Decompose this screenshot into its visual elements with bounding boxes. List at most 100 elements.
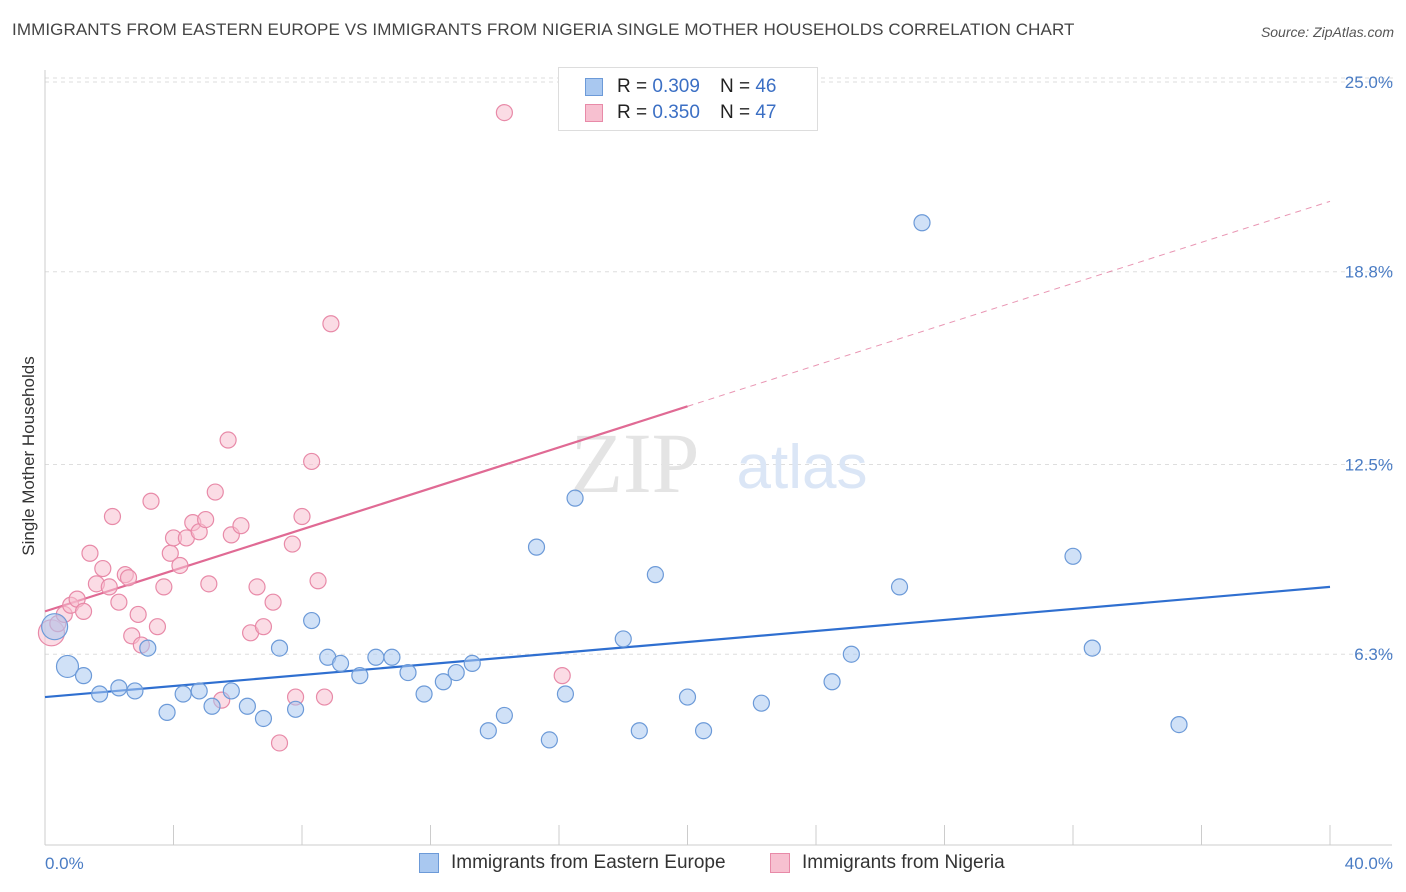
data-point <box>527 538 546 556</box>
data-point <box>110 593 128 611</box>
legend-item-nigeria: Immigrants from Nigeria <box>770 852 1005 874</box>
y-tick-label: 6.3% <box>1354 645 1393 664</box>
data-point <box>94 559 112 578</box>
data-point <box>752 694 770 712</box>
data-point <box>203 697 221 715</box>
data-point <box>399 663 417 682</box>
data-point <box>842 645 860 663</box>
n-value: 46 <box>755 76 777 97</box>
data-point <box>303 452 321 471</box>
data-point <box>890 578 909 596</box>
data-point <box>367 648 385 666</box>
data-point <box>100 578 118 596</box>
data-point <box>174 685 192 703</box>
r-value: 0.309 <box>652 76 700 97</box>
data-point <box>200 575 218 593</box>
data-point <box>270 734 289 752</box>
correlation-legend: R = 0.309 N = 46 R = 0.350 N = 47 <box>558 67 818 131</box>
x-tick-label: 40.0% <box>1345 854 1393 873</box>
data-point <box>55 654 80 679</box>
n-label: N = <box>719 76 751 97</box>
data-point <box>322 315 340 333</box>
legend-row-eastern-europe: R = 0.309 N = 46 <box>585 75 776 99</box>
data-point <box>479 722 497 740</box>
data-point <box>190 682 208 700</box>
data-point <box>293 507 311 526</box>
data-point <box>630 722 648 740</box>
data-point <box>155 578 173 596</box>
data-point <box>219 431 237 449</box>
data-point <box>286 700 305 718</box>
legend-swatch-blue <box>585 78 603 96</box>
trend-line-extension <box>687 200 1331 407</box>
data-point <box>74 602 93 620</box>
data-point <box>103 507 122 526</box>
data-point <box>148 618 167 636</box>
data-point <box>171 556 189 575</box>
data-point <box>566 489 584 507</box>
data-point <box>270 639 289 657</box>
grid-lines <box>45 77 1395 655</box>
r-label: R = <box>617 76 648 97</box>
data-point <box>248 578 266 596</box>
data-point <box>74 667 93 685</box>
data-point <box>222 682 240 700</box>
data-point <box>383 648 401 666</box>
data-point <box>495 103 513 122</box>
data-point <box>254 709 273 728</box>
data-point <box>913 214 931 232</box>
data-point <box>91 685 109 703</box>
data-point <box>206 483 224 501</box>
data-point <box>447 663 465 682</box>
series-legend: Immigrants from Eastern Europe Immigrant… <box>0 852 1406 878</box>
data-point <box>129 605 147 624</box>
x-tick-label: 0.0% <box>45 854 84 873</box>
legend-item-eastern-europe: Immigrants from Eastern Europe <box>419 852 726 874</box>
watermark-zip: ZIP <box>571 415 700 511</box>
axis-labels: 6.3% 12.5% 18.8% 25.0% 0.0% 40.0% <box>45 73 1393 873</box>
r-value: 0.350 <box>652 102 700 123</box>
data-point <box>139 639 157 657</box>
trend-line <box>44 405 688 613</box>
legend-swatch-blue <box>419 853 439 873</box>
data-point <box>463 654 481 673</box>
data-point <box>434 673 452 691</box>
legend-swatch-pink <box>770 853 790 873</box>
data-point <box>254 618 273 636</box>
y-axis-label: Single Mother Households <box>19 356 38 555</box>
legend-label: Immigrants from Nigeria <box>802 852 1005 873</box>
data-point <box>1083 639 1101 657</box>
data-point <box>351 667 369 685</box>
data-point <box>264 593 282 611</box>
data-point <box>415 685 433 703</box>
y-tick-label: 12.5% <box>1345 456 1393 475</box>
data-point <box>823 673 841 691</box>
n-label: N = <box>719 102 751 123</box>
data-point <box>126 682 144 700</box>
data-point <box>540 731 558 749</box>
chart-title: IMMIGRANTS FROM EASTERN EUROPE VS IMMIGR… <box>12 20 1075 39</box>
data-point <box>614 630 632 648</box>
data-point <box>309 572 327 590</box>
n-value: 47 <box>755 102 777 123</box>
y-tick-label: 18.8% <box>1345 263 1393 282</box>
data-point <box>283 535 301 553</box>
data-point <box>556 685 575 703</box>
trend-line <box>44 585 1331 699</box>
data-point <box>303 611 321 630</box>
data-point <box>1064 547 1082 565</box>
trend-lines <box>44 200 1331 699</box>
data-point <box>553 667 571 685</box>
source-label: Source: ZipAtlas.com <box>1260 24 1394 40</box>
axes <box>44 70 1392 846</box>
data-point <box>315 688 334 706</box>
legend-swatch-pink <box>585 104 603 122</box>
data-point <box>238 697 256 715</box>
data-point <box>119 569 138 587</box>
data-point <box>331 654 350 673</box>
data-point <box>41 613 69 641</box>
data-point <box>495 706 513 725</box>
legend-label: Immigrants from Eastern Europe <box>451 852 726 873</box>
data-point <box>232 517 250 535</box>
